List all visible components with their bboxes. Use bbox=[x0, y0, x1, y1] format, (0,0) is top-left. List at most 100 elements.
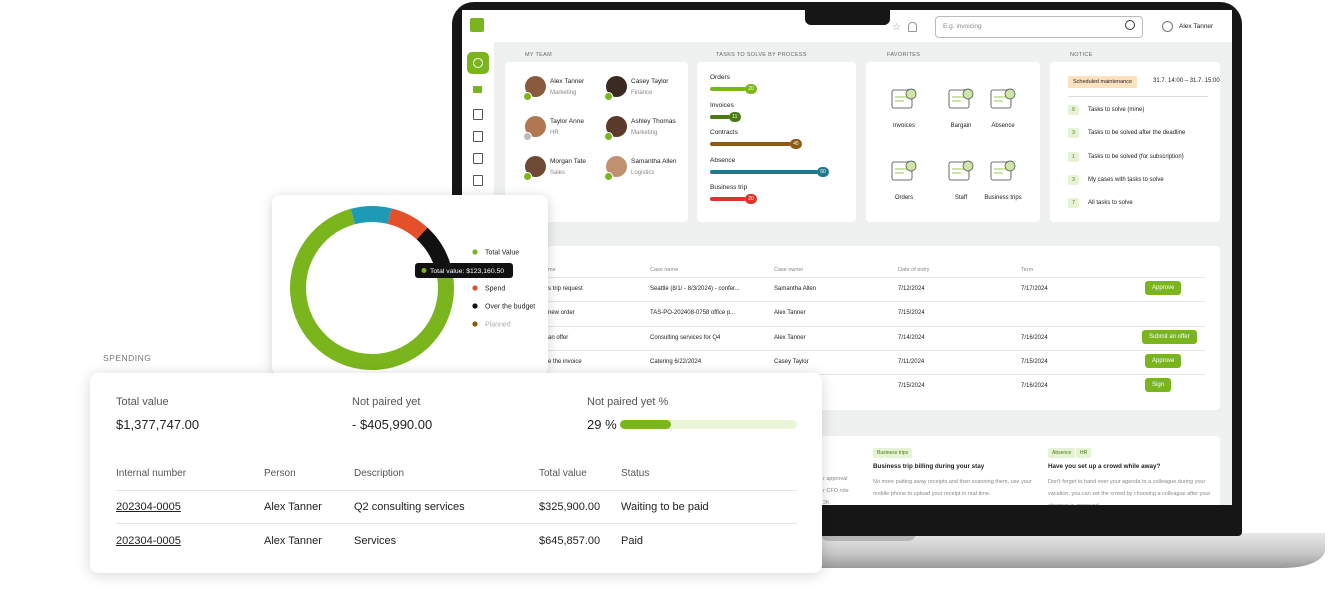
article-text: No more putting away receipts and then s… bbox=[873, 479, 1032, 497]
case-cell: s trip request bbox=[548, 286, 583, 292]
article-text: 2K bbox=[823, 500, 830, 505]
favorite-icon[interactable] bbox=[944, 156, 978, 186]
legend-label: Spend bbox=[485, 286, 505, 293]
column-header: Status bbox=[621, 468, 650, 479]
nav-icon[interactable] bbox=[473, 131, 483, 142]
cell[interactable]: 202304-0005 bbox=[116, 501, 181, 513]
article-text: r CFO role bbox=[823, 488, 849, 494]
case-cell: 7/17/2024 bbox=[1021, 286, 1048, 292]
legend-label: Over the budget bbox=[485, 304, 535, 311]
user-icon[interactable] bbox=[1162, 21, 1173, 32]
article-text: r approval bbox=[823, 476, 848, 482]
notice-item: My cases with tasks to solve bbox=[1088, 176, 1164, 183]
summary-label: Not paired yet bbox=[352, 396, 421, 408]
column-header: Term bbox=[1021, 267, 1034, 273]
task-badge: 11 bbox=[728, 111, 741, 122]
favorite-icon[interactable] bbox=[887, 156, 921, 186]
action-button[interactable]: Submit an offer bbox=[1142, 329, 1197, 344]
search-icon[interactable] bbox=[1125, 20, 1135, 30]
favorite-label: Business trips bbox=[984, 195, 1022, 201]
donut-segment bbox=[350, 206, 392, 225]
progress-track bbox=[620, 420, 797, 429]
notice-item: Tasks to solve (mine) bbox=[1088, 107, 1145, 113]
row-line bbox=[116, 523, 797, 524]
section-title: MY TEAM bbox=[525, 52, 552, 58]
section-title: NOTICE bbox=[1070, 52, 1093, 58]
favorite-icon[interactable] bbox=[986, 156, 1020, 186]
cell: Services bbox=[354, 535, 397, 547]
legend-label: Planned bbox=[485, 322, 511, 329]
nav-icon[interactable] bbox=[473, 175, 483, 186]
case-cell: Seattle (8/1/ - 8/3/2024) - confer... bbox=[650, 286, 740, 292]
donut-segment bbox=[416, 227, 452, 271]
action-button[interactable]: Approve bbox=[1145, 353, 1182, 368]
favorite-icon[interactable] bbox=[986, 84, 1020, 114]
cell[interactable]: 202304-0005 bbox=[116, 535, 181, 547]
tag: Absence bbox=[1048, 448, 1076, 458]
favorite-label: Orders bbox=[894, 195, 914, 201]
favorite-label: Bargain bbox=[950, 123, 972, 129]
case-cell: 7/15/2024 bbox=[898, 310, 925, 317]
tasks-card: Orders 20 Invoices 11 Contracts 45 Absence 60 Bu… bbox=[697, 62, 856, 222]
search-box[interactable] bbox=[935, 16, 1143, 38]
maintenance-period: 31.7. 14:00 – 31.7. 15:00 bbox=[1153, 78, 1220, 84]
divider bbox=[1068, 96, 1208, 97]
tag: HR bbox=[1076, 448, 1092, 458]
search-placeholder: E.g. invoicing bbox=[943, 23, 982, 30]
avatar bbox=[606, 116, 627, 137]
case-cell: Samantha Allen bbox=[774, 286, 817, 292]
favorite-label: Invoices bbox=[892, 123, 915, 129]
maintenance-badge: Scheduled maintenance bbox=[1068, 76, 1138, 88]
case-cell: Alex Tanner bbox=[774, 310, 806, 317]
legend-dot bbox=[472, 303, 478, 309]
cell: Paid bbox=[621, 535, 644, 547]
article-title: Business trip billing during your stay bbox=[873, 463, 985, 470]
case-cell: Alex Tanner bbox=[774, 334, 806, 341]
favorite-icon[interactable] bbox=[944, 84, 978, 114]
donut-chart: Total Value Spend Over the budget Planned To… bbox=[290, 206, 535, 370]
legend-dot bbox=[472, 249, 478, 255]
bell-icon[interactable] bbox=[908, 22, 917, 32]
row-line bbox=[525, 301, 1205, 303]
summary-label: Total value bbox=[116, 396, 169, 408]
legend-label: Total Value bbox=[485, 250, 519, 257]
count-badge: 6 bbox=[1068, 105, 1079, 115]
task-bar bbox=[710, 114, 730, 119]
tooltip-dot bbox=[421, 268, 427, 273]
status-dot bbox=[523, 172, 532, 181]
cell: Alex Tanner bbox=[264, 501, 322, 513]
home-icon[interactable] bbox=[473, 86, 482, 93]
action-button[interactable]: Approve bbox=[1145, 281, 1182, 295]
member-name: Alex Tanner bbox=[550, 78, 585, 85]
nav-icon[interactable] bbox=[473, 109, 483, 120]
star-icon[interactable]: ☆ bbox=[892, 22, 901, 33]
case-cell: 7/11/2024 bbox=[898, 358, 925, 365]
row-line bbox=[525, 277, 1205, 278]
action-button[interactable]: Sign bbox=[1145, 378, 1172, 393]
task-badge: 45 bbox=[790, 139, 802, 149]
cases-card: me Case name Case owner Date of entry Term s … bbox=[505, 246, 1220, 410]
count-badge: 7 bbox=[1068, 198, 1079, 209]
case-cell: Consulting services for Q4 bbox=[650, 334, 721, 341]
notice-item: Tasks to be solved (for subscription) bbox=[1088, 153, 1184, 160]
task-bar bbox=[710, 142, 791, 146]
nav-icon[interactable] bbox=[473, 153, 483, 164]
case-cell: 7/12/2024 bbox=[898, 286, 925, 292]
cell: Alex Tanner bbox=[264, 535, 322, 547]
case-cell: 7/16/2024 bbox=[1021, 383, 1048, 390]
favorites-card: Invoices Bargain Absence Orders Staff Busines… bbox=[866, 62, 1040, 222]
row-line bbox=[525, 374, 1205, 376]
summary-value: - $405,990.00 bbox=[352, 417, 433, 432]
favorite-icon[interactable] bbox=[887, 84, 921, 114]
legend-dot bbox=[472, 321, 478, 327]
spending-card: Total value $1,377,747.00 Not paired yet - … bbox=[90, 373, 822, 573]
favorite-label: Staff bbox=[954, 195, 968, 201]
task-bar bbox=[710, 87, 746, 91]
count-badge: 3 bbox=[1068, 128, 1079, 139]
cell: Waiting to be paid bbox=[621, 501, 709, 513]
article-title: Have you set up a crowd while away? bbox=[1048, 463, 1161, 470]
user-name: Alex Tanner bbox=[1179, 23, 1214, 30]
legend-dot bbox=[472, 285, 478, 291]
article-text: Don't forget to hand over your agenda to… bbox=[1048, 479, 1211, 505]
